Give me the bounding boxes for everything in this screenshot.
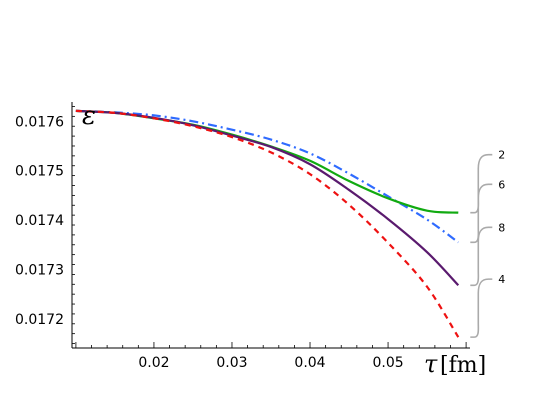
x-tick-label: 0.03	[216, 355, 247, 371]
series-line-6	[75, 109, 459, 244]
series-line-8	[75, 109, 460, 287]
y-tick-label: 0.0175	[15, 164, 64, 180]
y-tick-label: 0.0174	[15, 213, 64, 229]
axes: 0.02 0.03 0.04 0.05 0.0172 0.0173 0.0174 0.0175…	[15, 102, 470, 371]
x-tick-label: 0.05	[372, 355, 403, 371]
x-tick-label: 0.04	[294, 355, 325, 371]
x-axis-title-unit: [fm]	[440, 353, 486, 378]
series-layer	[75, 109, 460, 338]
y-tick-label: 0.0172	[15, 312, 64, 328]
series-label-4: 4	[498, 273, 505, 286]
series-label-brace	[470, 183, 493, 244]
y-axis-title: ε	[82, 101, 96, 131]
series-label-brace	[470, 153, 493, 214]
x-tick-label: 0.02	[138, 355, 169, 371]
y-tick-label: 0.0173	[15, 262, 64, 278]
series-label-2: 2	[498, 149, 505, 162]
series-label-layer: 6 2 8 4	[470, 149, 505, 338]
series-line-4	[75, 109, 460, 338]
series-label-brace	[470, 278, 493, 338]
series-label-6: 6	[498, 178, 505, 191]
series-line-2	[75, 109, 459, 214]
x-axis-title-symbol: τ	[424, 350, 438, 378]
series-label-8: 8	[498, 221, 505, 234]
y-tick-label: 0.0176	[15, 114, 64, 130]
series-label-brace	[470, 226, 493, 287]
